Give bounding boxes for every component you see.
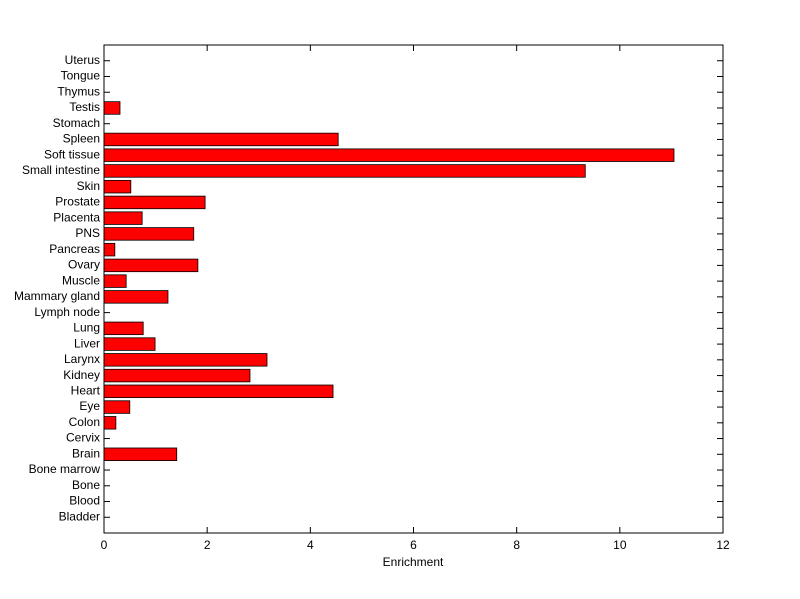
y-tick-label: Heart [71,383,101,397]
bar [103,368,251,383]
y-tick-label: Prostate [55,195,100,209]
y-tick-label: Thymus [57,84,100,98]
y-tick-label: Spleen [63,132,100,146]
x-tick-label: 12 [716,538,730,552]
bar [103,132,339,147]
y-tick-label: Larynx [64,352,100,366]
bar [103,211,143,225]
bar [103,258,199,273]
bar [103,384,334,399]
bar [103,274,127,288]
x-tick-label: 2 [204,538,211,552]
y-tick-label: Bladder [59,509,100,523]
y-tick-label: Blood [69,494,100,508]
bar [103,242,116,257]
y-tick-label: Small intestine [22,163,100,177]
plot-frame [103,44,724,534]
x-axis-label: Enrichment [383,555,444,569]
y-tick-label: Placenta [53,210,100,224]
bar [103,353,268,367]
x-tick-label: 6 [410,538,417,552]
bar [103,195,206,210]
y-tick-label: Lymph node [34,305,100,319]
y-tick-label: Soft tissue [44,147,100,161]
bar [103,321,144,336]
y-tick-label: Ovary [68,258,100,272]
bar [103,400,131,414]
bar [103,337,156,351]
y-tick-label: Skin [77,179,100,193]
y-tick-label: Mammary gland [14,289,100,303]
y-tick-label: Liver [74,336,100,350]
y-tick-label: Testis [69,100,100,114]
bar [103,148,675,162]
y-tick-label: Tongue [61,69,101,83]
y-tick-label: Muscle [62,273,100,287]
bar [103,227,195,241]
bar [103,164,586,178]
y-tick-label: Eye [79,399,100,413]
x-tick-label: 0 [101,538,108,552]
bar [103,447,178,461]
y-tick-label: Stomach [53,116,100,130]
y-tick-label: Colon [69,415,100,429]
y-tick-label: Bone [72,478,100,492]
y-tick-label: Brain [72,446,100,460]
bar [103,179,132,194]
bar [103,290,169,304]
y-tick-label: Lung [73,321,100,335]
y-tick-label: Bone marrow [29,462,101,476]
x-tick-label: 10 [613,538,627,552]
y-tick-label: Kidney [63,368,100,382]
y-tick-label: Uterus [65,53,100,67]
bar [103,416,117,430]
bar [103,101,121,115]
y-tick-label: Pancreas [49,242,100,256]
y-tick-label: PNS [75,226,100,240]
x-tick-label: 4 [307,538,314,552]
x-tick-label: 8 [513,538,520,552]
y-tick-label: Cervix [66,431,100,445]
